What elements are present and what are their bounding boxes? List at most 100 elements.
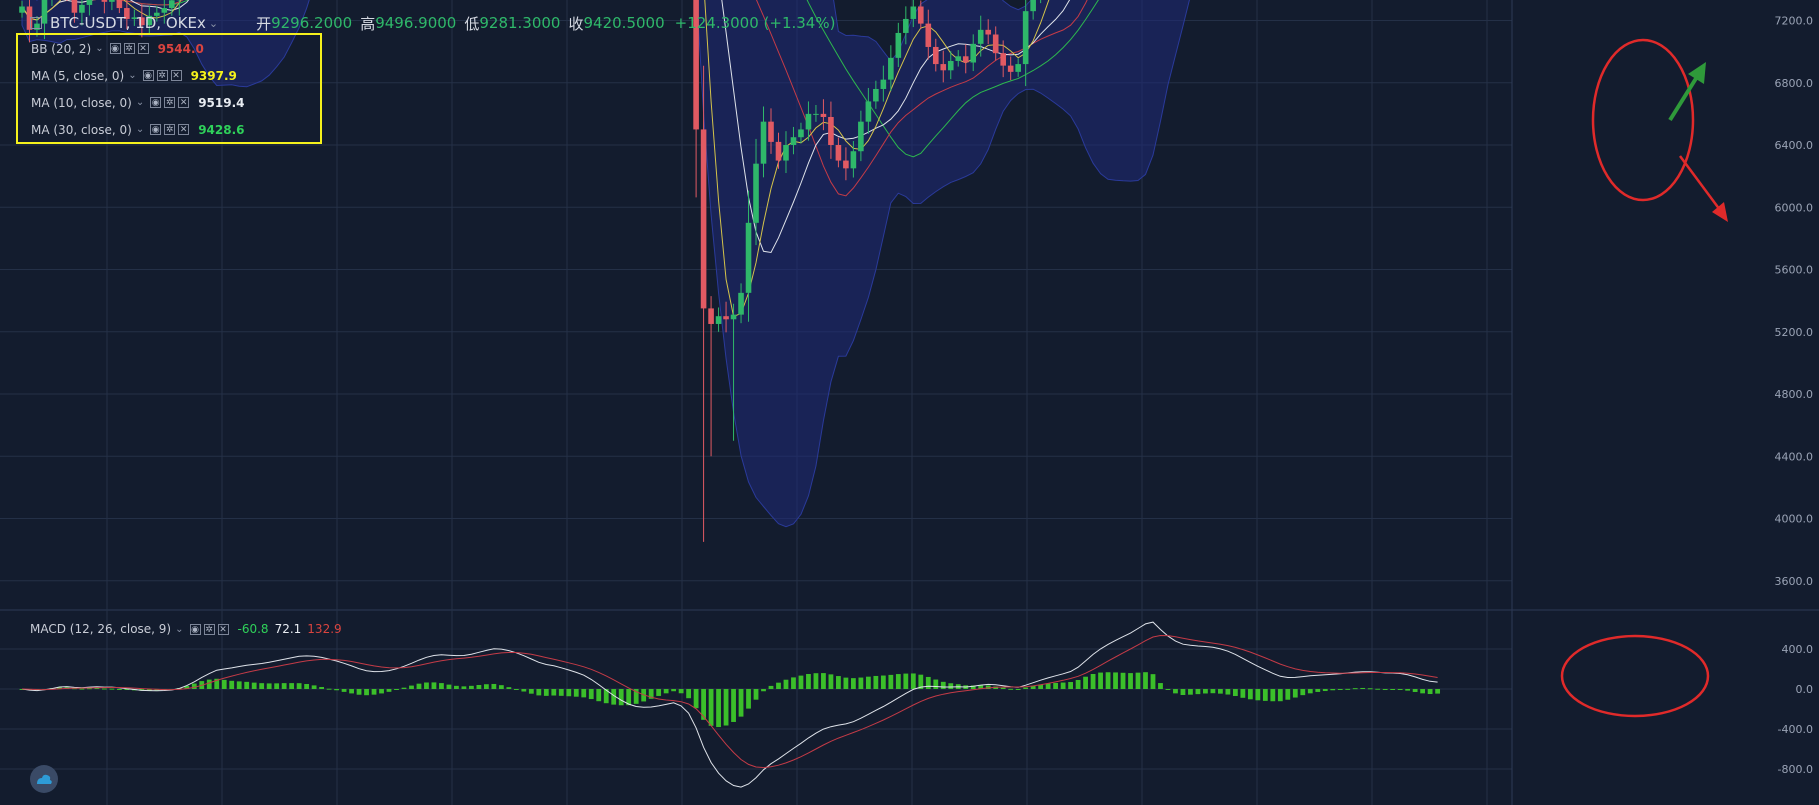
legend-row-ma30[interactable]: MA (30, close, 0) ⌄ ◉ ✲ ✕ 9428.6 [18,116,320,143]
ma5-line [21,0,1050,318]
close-icon[interactable]: ✕ [178,97,190,108]
chevron-down-icon[interactable]: ⌄ [95,43,104,54]
macd-bar [274,683,280,689]
macd-bar [1337,689,1343,690]
chevron-down-icon[interactable]: ⌄ [128,70,137,81]
macd-bar [910,673,916,689]
legend-row-bb[interactable]: BB (20, 2) ⌄ ◉ ✲ ✕ 9544.0 [18,35,320,62]
eye-icon[interactable]: ◉ [142,70,154,81]
macd-bar [1292,689,1298,698]
macd-bar [326,688,332,690]
candle-body [700,129,707,309]
macd-bar [319,686,324,689]
macd-bar [1030,685,1036,689]
candle-body [154,12,160,16]
price-tick-label: 7200.0 [1775,15,1814,28]
macd-bar [948,683,954,689]
macd-bar [663,689,669,694]
macd-bar [618,689,624,706]
eye-icon[interactable]: ◉ [109,43,121,54]
eye-icon[interactable]: ◉ [150,124,162,135]
macd-bar [1173,689,1178,694]
price-tick-label: 5200.0 [1775,326,1814,339]
chart-header: BTC-USDT, 1D, OKEx ⌄ 开 9296.2000 高 9496.90… [30,12,835,34]
macd-bar [528,689,534,694]
macd-bar [1262,689,1268,701]
macd-bar [925,676,931,689]
macd-bar [701,689,706,720]
chevron-down-icon[interactable]: ⌄ [208,16,219,30]
macd-bar [1300,689,1306,696]
macd-bar [1247,689,1253,700]
candle [101,0,108,14]
candle [1000,40,1006,78]
candle-body [86,0,93,5]
macd-bar [693,689,699,709]
eye-icon[interactable]: ◉ [150,97,162,108]
candle [865,87,872,134]
candle-body [139,17,145,26]
candle [139,3,145,38]
macd-bar [1120,672,1126,689]
macd-bar [1405,689,1411,691]
candle [835,137,842,168]
candle [71,0,78,23]
gear-icon[interactable]: ✲ [203,623,215,635]
macd-bar [888,674,894,689]
symbol-label[interactable]: BTC-USDT, 1D, OKEx [50,14,206,32]
macd-bar [57,687,62,689]
candle [760,106,767,178]
macd-bar [214,678,220,689]
macd-bar [1390,689,1396,690]
candle [910,0,917,28]
close-icon[interactable]: ✕ [170,70,182,81]
candle [1007,56,1014,81]
macd-bar [858,677,864,689]
gear-icon[interactable]: ✲ [164,124,176,135]
close-icon[interactable]: ✕ [137,43,149,54]
collapse-icon[interactable] [30,17,42,29]
close-icon[interactable]: ✕ [178,124,190,135]
macd-bar [296,683,302,689]
candle [1015,58,1021,77]
candle-body [843,160,849,169]
macd-bar [1068,682,1073,689]
macd-bar [476,684,482,689]
candle-body [34,23,40,30]
macd-bar [394,689,399,690]
close-icon[interactable]: ✕ [217,623,229,635]
chevron-down-icon[interactable]: ⌄ [175,623,184,635]
eye-icon[interactable]: ◉ [189,623,201,635]
macd-bar [184,685,190,689]
chevron-down-icon[interactable]: ⌄ [135,97,145,108]
macd-bar [813,673,819,689]
candle [858,110,864,162]
candle [947,51,954,80]
indicator-name: MA (30, close, 0) [31,122,132,137]
candle [154,6,160,22]
candle-body [992,34,999,54]
macd-tick-label: -800.0 [1778,763,1813,776]
chevron-down-icon[interactable]: ⌄ [135,124,145,135]
gear-icon[interactable]: ✲ [164,97,176,108]
macd-bar [1038,684,1044,689]
macd-bar [1345,688,1351,690]
macd-bar [1060,682,1066,689]
macd-bar [723,689,729,726]
macd-legend[interactable]: MACD (12, 26, close, 9) ⌄ ◉ ✲ ✕ -60.8 72.1… [30,622,342,636]
tradingview-logo-icon[interactable] [30,765,58,793]
macd-bar [873,675,879,689]
gear-icon[interactable]: ✲ [156,70,168,81]
legend-row-ma10[interactable]: MA (10, close, 0) ⌄ ◉ ✲ ✕ 9519.4 [18,89,320,116]
candle [805,101,812,141]
macd-bar [895,674,901,689]
macd-bar [379,689,384,694]
macd-bar [386,689,392,692]
candle-body [146,15,153,26]
macd-bar [985,685,991,689]
macd-bar [1143,672,1148,689]
legend-row-ma5[interactable]: MA (5, close, 0) ⌄ ◉ ✲ ✕ 9397.9 [18,62,320,89]
gear-icon[interactable]: ✲ [123,43,135,54]
indicator-value: 9428.6 [198,122,245,137]
